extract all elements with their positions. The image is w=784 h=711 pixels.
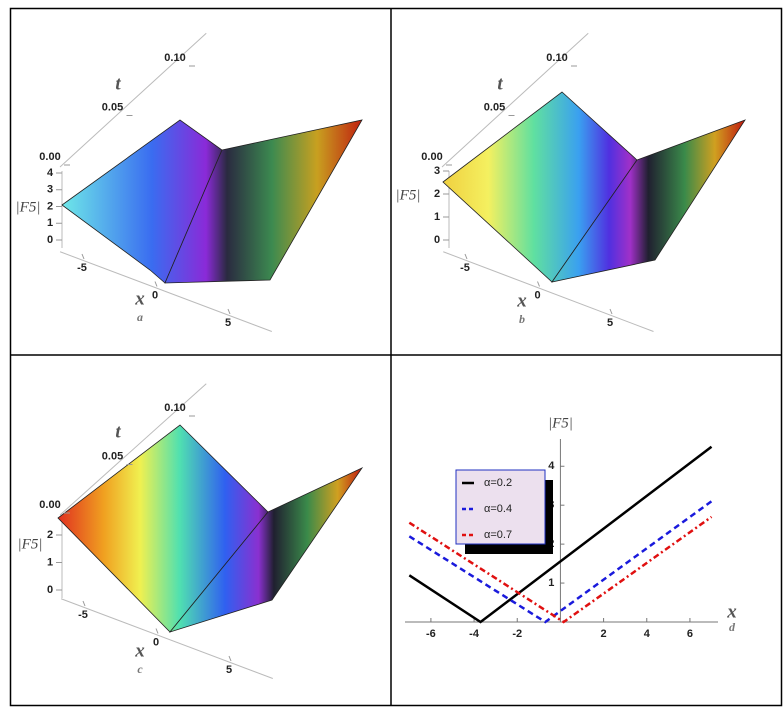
x-tick-label: 5	[225, 317, 231, 329]
legend-label: α=0.2	[484, 477, 512, 489]
x-tick	[81, 253, 85, 260]
t-tick-label: 0.05	[102, 101, 123, 113]
z-tick-label: 3	[47, 184, 53, 196]
panel-label: d	[729, 620, 736, 634]
x-tick-label: -5	[460, 262, 470, 274]
x-tick-label: 4	[644, 628, 651, 640]
x-tick-label: -6	[426, 628, 436, 640]
x-tick-label: 0	[153, 636, 159, 648]
series-line	[408, 445, 713, 624]
z-tick-label: 0	[47, 584, 53, 596]
x-tick	[154, 281, 158, 287]
z-tick-label: 0	[434, 234, 440, 246]
z-axis-label: |F5|	[396, 187, 421, 203]
series-line	[408, 500, 713, 624]
x-tick-label: 0	[152, 289, 158, 301]
x-tick-label: 5	[607, 317, 613, 329]
x-tick	[155, 628, 159, 634]
panel-label: c	[137, 662, 143, 676]
t-tick-label: 0.10	[546, 52, 567, 64]
z-tick-label: 1	[434, 211, 440, 223]
x-axis-label: x	[134, 288, 145, 309]
x-tick	[228, 655, 232, 662]
x-tick	[609, 308, 613, 315]
t-tick-label: 0.05	[484, 101, 505, 113]
x-tick	[227, 308, 231, 315]
x-axis-label: x	[516, 290, 527, 311]
surface	[164, 119, 363, 284]
axis-line	[441, 32, 589, 168]
t-tick-label: 0.10	[164, 52, 185, 64]
z-axis-label: |F5|	[18, 536, 43, 552]
panel-label: a	[137, 310, 143, 324]
axis-line	[60, 598, 273, 679]
legend-label: α=0.7	[484, 529, 512, 541]
t-tick-label: 0.00	[39, 151, 60, 163]
x-tick-label: 2	[601, 628, 607, 640]
z-axis-label: |F5|	[16, 199, 41, 215]
t-axis-label: t	[497, 73, 503, 94]
series-line	[408, 515, 713, 624]
x-tick-label: 0	[534, 289, 540, 301]
z-tick-label: 1	[47, 217, 53, 229]
z-tick-label: 1	[47, 556, 53, 568]
t-tick-label: 0.00	[421, 151, 442, 163]
x-tick-label: -5	[78, 609, 88, 621]
x-tick-label: -5	[77, 262, 87, 274]
z-tick-label: 2	[47, 200, 53, 212]
z-tick-label: 2	[434, 188, 440, 200]
x-tick-label: 6	[687, 628, 693, 640]
x-tick	[537, 281, 540, 287]
x-axis-label: x	[726, 601, 737, 622]
surface	[168, 467, 364, 633]
x-axis-label: x	[134, 640, 145, 661]
t-tick-label: 0.10	[164, 402, 185, 414]
panel-label: b	[519, 312, 525, 326]
x-tick-label: 5	[226, 664, 232, 676]
x-tick-label: -2	[512, 628, 522, 640]
x-tick-label: -4	[469, 628, 480, 640]
axis-line	[59, 383, 207, 516]
z-tick-label: 2	[47, 529, 53, 541]
t-tick-label: 0.05	[102, 450, 123, 462]
axis-line	[59, 32, 207, 168]
x-tick	[82, 600, 86, 607]
t-tick-label: 0.00	[39, 499, 60, 511]
surface	[551, 119, 746, 283]
frame	[9, 7, 783, 707]
axis-line	[443, 251, 654, 332]
z-tick-label: 0	[47, 234, 53, 246]
z-tick-label: 3	[434, 165, 440, 177]
x-tick	[464, 253, 468, 260]
y-tick-label: 1	[548, 577, 554, 589]
y-tick-label: 4	[548, 460, 555, 472]
z-tick-label: 4	[47, 167, 54, 179]
t-axis-label: t	[115, 421, 121, 442]
t-axis-label: t	[115, 73, 121, 94]
legend-label: α=0.4	[484, 503, 512, 515]
y-axis-label: |F5|	[548, 415, 573, 431]
axis-line	[59, 251, 272, 332]
